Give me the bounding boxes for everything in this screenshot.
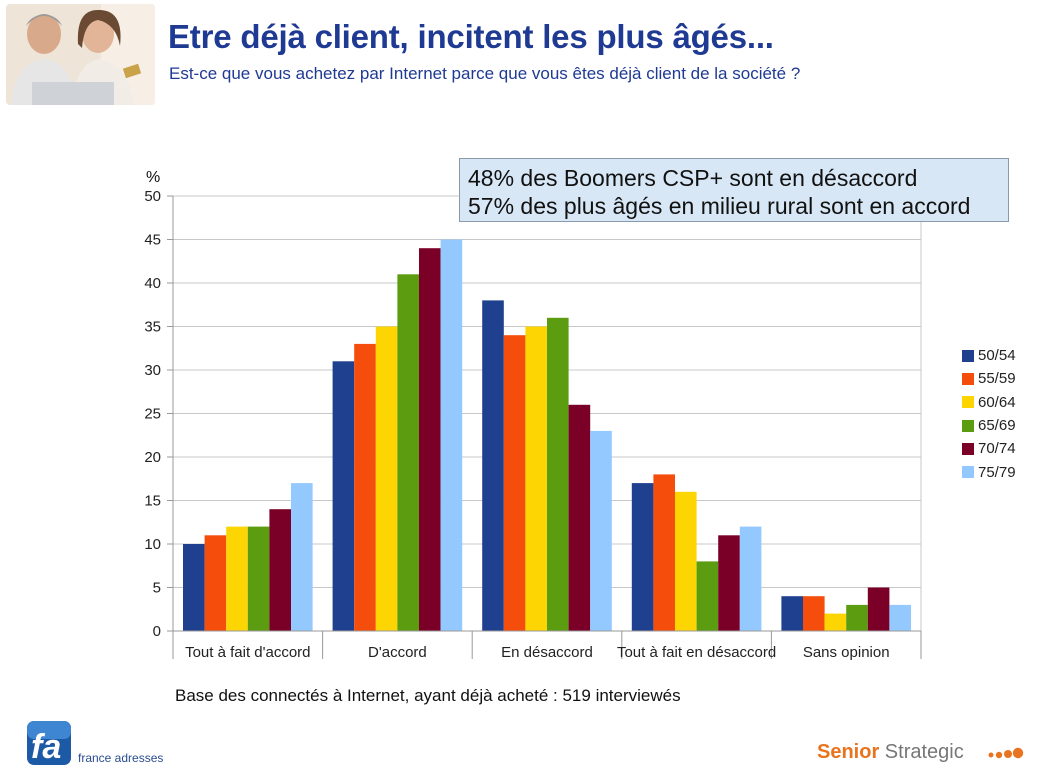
y-tick-label: 25	[144, 406, 161, 423]
y-tick-label: 20	[144, 449, 161, 466]
x-tick-label: En désaccord	[501, 644, 593, 661]
x-tick-label: D'accord	[368, 644, 427, 661]
y-tick-label: 50	[144, 188, 161, 205]
bar-70-74-4	[718, 535, 740, 631]
bar-65-69-1	[247, 526, 270, 631]
legend-swatch	[962, 349, 974, 362]
bar-50-54-4	[631, 483, 654, 631]
y-tick-label: 15	[144, 493, 161, 510]
bar-60-64-2	[375, 326, 398, 631]
brand-strategic: Strategic	[879, 741, 964, 763]
header-photo	[6, 4, 155, 105]
legend-swatch	[962, 419, 974, 432]
legend-label: 55/59	[978, 370, 1016, 388]
y-tick-label: 30	[144, 362, 161, 379]
callout-box: 48% des Boomers CSP+ sont en désaccord 5…	[459, 158, 1009, 222]
legend-swatch	[962, 466, 974, 479]
bar-75-79-2	[440, 239, 463, 631]
x-tick-label: Sans opinion	[803, 644, 890, 661]
bar-75-79-4	[739, 526, 762, 631]
legend-item: 75/79	[962, 460, 1016, 483]
bar-75-79-3	[590, 430, 612, 631]
bar-65-69-5	[846, 604, 868, 631]
bar-70-74-2	[419, 248, 441, 631]
bar-50-54-5	[781, 596, 803, 631]
callout-line-1: 48% des Boomers CSP+ sont en désaccord	[468, 165, 918, 191]
chart-axes: 0 5 10 15 20 25 30 35 40 45 50 Tout à fait d'accord…	[144, 188, 922, 661]
bar-75-79-1	[291, 483, 313, 631]
y-tick-label: 40	[144, 275, 161, 292]
chart-bars	[183, 239, 911, 631]
chart-legend: 50/54 55/59 60/64 65/69 70/74 75/79	[962, 344, 1016, 484]
y-tick-label: 45	[144, 232, 161, 249]
x-tick-label: Tout à fait en désaccord	[617, 644, 776, 661]
y-tick-label: 10	[144, 536, 161, 553]
legend-swatch	[962, 442, 974, 455]
bar-65-69-2	[397, 274, 419, 631]
bar-50-54-3	[482, 300, 504, 631]
bar-65-69-3	[547, 317, 569, 631]
bar-60-64-4	[675, 491, 697, 631]
legend-item: 55/59	[962, 367, 1016, 390]
bar-50-54-1	[183, 544, 205, 631]
bar-55-59-3	[503, 335, 526, 631]
legend-label: 70/74	[978, 440, 1016, 458]
legend-swatch	[962, 396, 974, 409]
y-tick-label: 5	[153, 580, 161, 597]
y-axis-label: %	[146, 169, 160, 186]
bar-55-59-1	[204, 535, 227, 631]
page-subtitle: Est-ce que vous achetez par Internet par…	[169, 64, 801, 83]
bar-70-74-3	[568, 404, 591, 631]
bar-55-59-5	[803, 596, 825, 631]
france-adresses-logo-text: france adresses	[78, 751, 164, 765]
y-tick-label: 35	[144, 319, 161, 336]
legend-label: 60/64	[978, 393, 1016, 411]
brand-senior: Senior	[817, 741, 880, 763]
senior-strategic-brand: Senior Strategic	[817, 741, 964, 764]
legend-label: 65/69	[978, 417, 1016, 435]
legend-label: 50/54	[978, 347, 1016, 365]
y-tick-label: 0	[153, 623, 161, 640]
bar-55-59-2	[354, 343, 376, 631]
bar-55-59-4	[653, 474, 675, 631]
bar-70-74-1	[269, 509, 291, 631]
bar-60-64-3	[525, 326, 547, 631]
svg-text:fa: fa	[31, 728, 61, 766]
bar-50-54-2	[332, 361, 355, 631]
legend-item: 60/64	[962, 391, 1016, 414]
bar-70-74-5	[867, 587, 890, 631]
bar-75-79-5	[889, 604, 911, 631]
legend-swatch	[962, 372, 974, 385]
x-tick-label: Tout à fait d'accord	[185, 644, 310, 661]
bar-60-64-1	[226, 526, 248, 631]
bar-65-69-4	[696, 561, 719, 631]
brand-dots-icon	[988, 747, 1024, 759]
legend-item: 65/69	[962, 414, 1016, 437]
callout-line-2: 57% des plus âgés en milieu rural sont e…	[468, 193, 971, 219]
france-adresses-logo-icon: fa	[27, 721, 71, 766]
legend-item: 50/54	[962, 344, 1016, 367]
base-note: Base des connectés à Internet, ayant déj…	[175, 686, 681, 705]
legend-item: 70/74	[962, 437, 1016, 460]
page-title: Etre déjà client, incitent les plus âgés…	[168, 18, 774, 55]
bar-60-64-5	[824, 613, 847, 631]
legend-label: 75/79	[978, 463, 1016, 481]
